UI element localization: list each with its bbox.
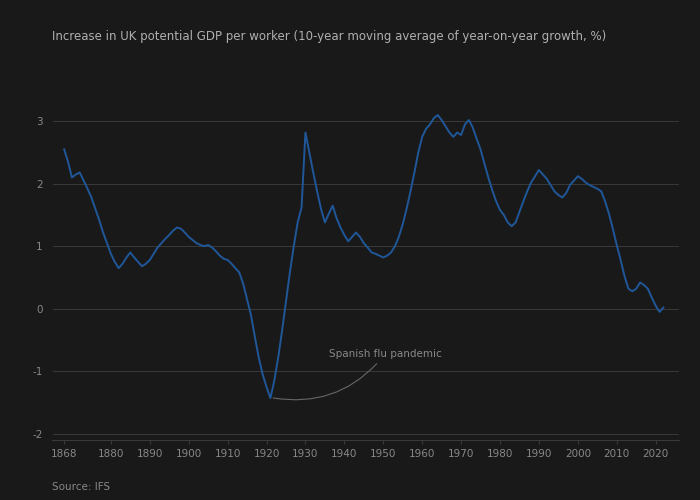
Text: Spanish flu pandemic: Spanish flu pandemic <box>273 349 442 400</box>
Text: Increase in UK potential GDP per worker (10-year moving average of year-on-year : Increase in UK potential GDP per worker … <box>52 30 607 43</box>
Text: Source: IFS: Source: IFS <box>52 482 111 492</box>
